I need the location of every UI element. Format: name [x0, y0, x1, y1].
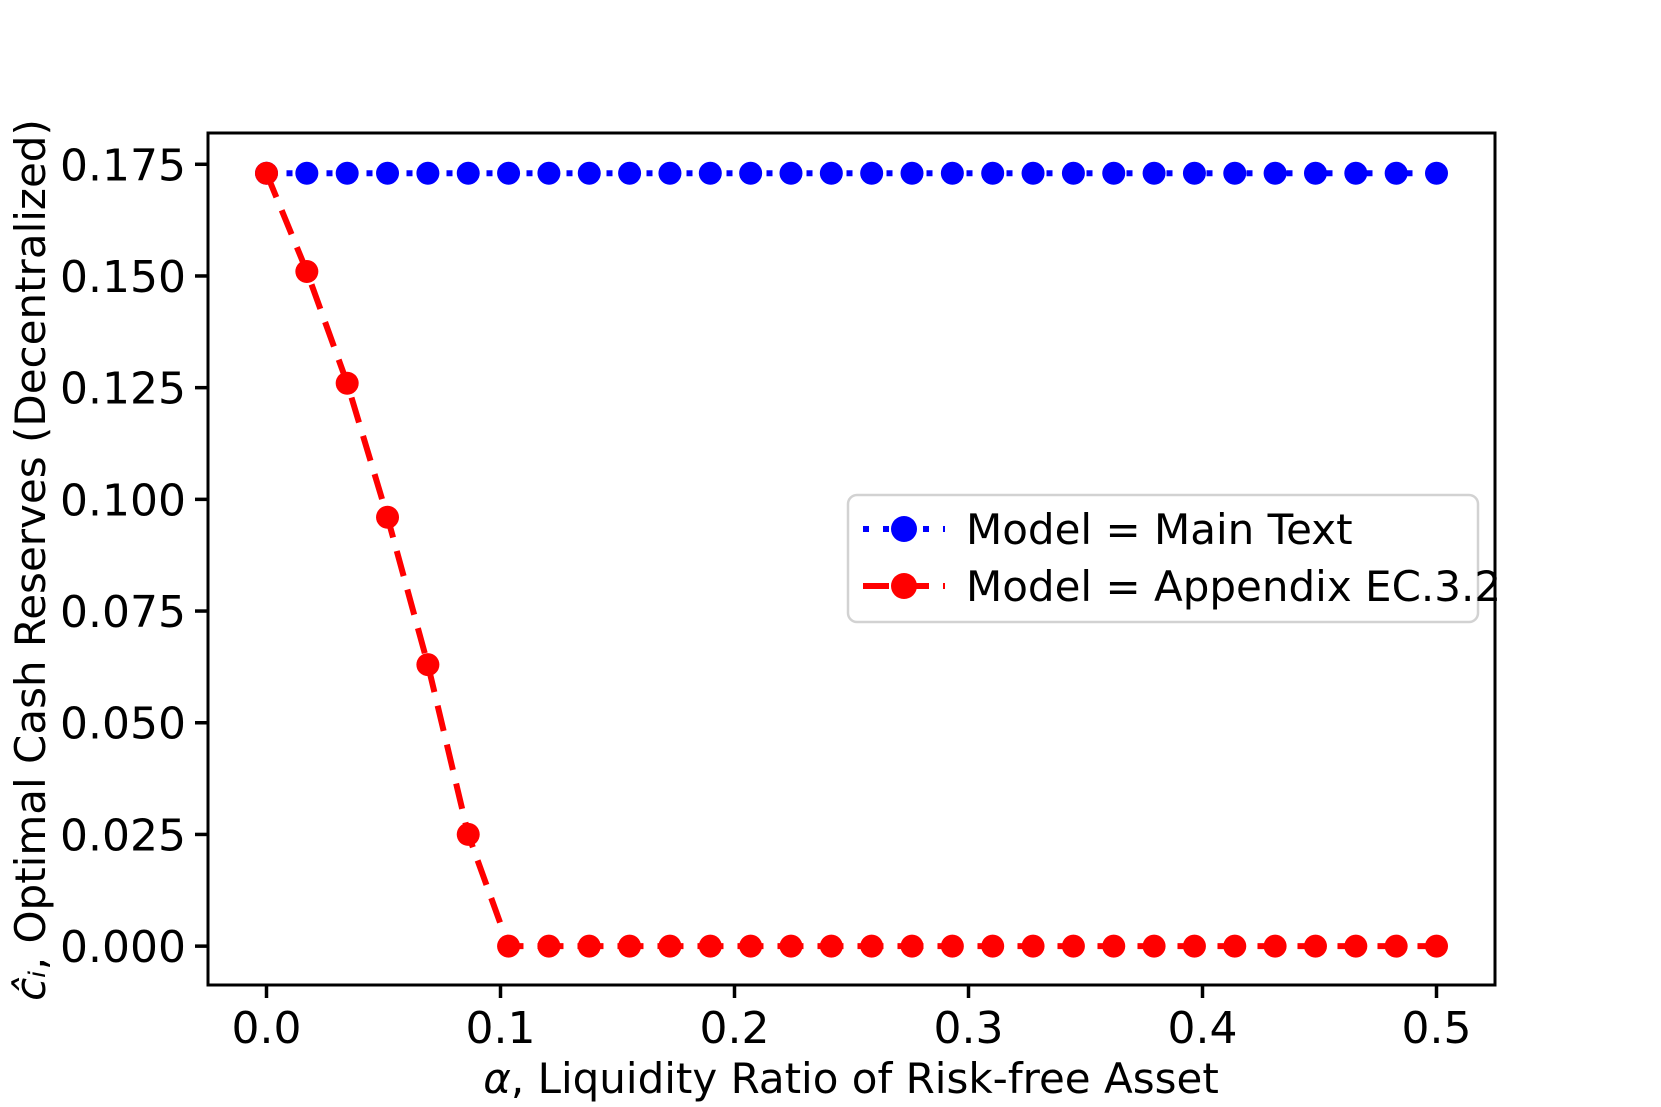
data-point-marker: [295, 161, 319, 185]
data-point-marker: [497, 161, 521, 185]
legend-entry-appendix: Model = Appendix EC.3.2: [863, 562, 1501, 611]
data-point-marker: [1303, 161, 1327, 185]
data-point-marker: [1102, 934, 1126, 958]
y-tick-label: 0.050: [60, 699, 186, 750]
data-point-marker: [1061, 934, 1085, 958]
x-axis-label: α, Liquidity Ratio of Risk-free Asset: [483, 1054, 1219, 1103]
x-tick-label: 0.2: [700, 1003, 770, 1054]
data-point-marker: [860, 161, 884, 185]
data-point-marker: [335, 161, 359, 185]
legend-marker-circle-red: [891, 573, 917, 599]
data-point-marker: [940, 161, 964, 185]
data-point-marker: [940, 934, 964, 958]
data-point-marker: [1425, 934, 1448, 958]
plot-frame: [206, 131, 1497, 987]
data-point-marker: [1384, 934, 1408, 958]
x-tick-label: 0.1: [466, 1003, 536, 1054]
y-tick-label: 0.175: [60, 140, 186, 191]
y-tick-label: 0.100: [60, 475, 186, 526]
data-point-marker: [376, 161, 400, 185]
data-point-marker: [456, 822, 480, 846]
data-point-marker: [779, 161, 803, 185]
data-point-marker: [1223, 161, 1247, 185]
x-tick-label: 0.5: [1402, 1003, 1472, 1054]
x-axis-label-math: α: [483, 1054, 511, 1103]
data-point-marker: [416, 161, 440, 185]
y-axis-label-math: ĉᵢ: [6, 970, 55, 1001]
legend-box: [846, 493, 1480, 624]
data-point-marker: [1223, 934, 1247, 958]
data-point-marker: [1344, 934, 1368, 958]
data-point-marker: [1182, 161, 1206, 185]
data-point-marker: [255, 161, 278, 185]
series-layer: [255, 161, 1448, 958]
y-tick-label: 0.075: [60, 587, 186, 638]
data-point-marker: [819, 161, 843, 185]
y-tick-label: 0.150: [60, 252, 186, 303]
data-point-marker: [981, 934, 1005, 958]
x-tick-label: 0.3: [934, 1003, 1004, 1054]
data-point-marker: [537, 934, 561, 958]
data-point-marker: [1102, 161, 1126, 185]
legend-label-main-text: Model = Main Text: [966, 505, 1353, 554]
data-point-marker: [1061, 161, 1085, 185]
data-point-marker: [1384, 161, 1408, 185]
data-point-marker: [658, 934, 682, 958]
series-main-text: [255, 161, 1448, 185]
x-axis-label-text: , Liquidity Ratio of Risk-free Asset: [511, 1054, 1219, 1103]
data-point-marker: [779, 934, 803, 958]
data-point-marker: [900, 934, 924, 958]
data-point-marker: [618, 934, 642, 958]
data-point-marker: [335, 371, 359, 395]
data-point-marker: [739, 934, 763, 958]
data-point-marker: [981, 161, 1005, 185]
data-point-marker: [1344, 161, 1368, 185]
y-tick-label: 0.000: [60, 922, 186, 973]
data-point-marker: [497, 934, 521, 958]
data-point-marker: [1021, 161, 1045, 185]
y-axis-label: ĉᵢ, Optimal Cash Reserves (Decentralized…: [6, 119, 55, 1001]
data-point-marker: [1303, 934, 1327, 958]
legend: Model = Main Text Model = Appendix EC.3.…: [846, 493, 1501, 624]
data-point-marker: [739, 161, 763, 185]
y-tick-label: 0.025: [60, 810, 186, 861]
data-point-marker: [1263, 161, 1287, 185]
data-point-marker: [698, 934, 722, 958]
legend-label-appendix: Model = Appendix EC.3.2: [966, 562, 1501, 611]
data-point-marker: [698, 161, 722, 185]
data-point-marker: [1425, 161, 1448, 185]
x-tick-label: 0.0: [232, 1003, 302, 1054]
data-point-marker: [456, 161, 480, 185]
data-point-marker: [618, 161, 642, 185]
data-point-marker: [1142, 161, 1166, 185]
data-point-marker: [1142, 934, 1166, 958]
data-point-marker: [658, 161, 682, 185]
data-point-marker: [1263, 934, 1287, 958]
data-point-marker: [1182, 934, 1206, 958]
x-tick-label: 0.4: [1168, 1003, 1238, 1054]
data-point-marker: [1021, 934, 1045, 958]
data-point-marker: [577, 161, 601, 185]
legend-marker-circle-blue: [891, 516, 917, 542]
data-point-marker: [577, 934, 601, 958]
data-point-marker: [416, 653, 440, 677]
data-point-marker: [537, 161, 561, 185]
data-point-marker: [900, 161, 924, 185]
legend-entry-main-text: Model = Main Text: [863, 505, 1353, 554]
data-point-marker: [819, 934, 843, 958]
data-point-marker: [376, 505, 400, 529]
data-point-marker: [860, 934, 884, 958]
y-axis-label-text: , Optimal Cash Reserves (Decentralized): [6, 119, 55, 970]
axes-ticks: 0.0 0.1 0.2 0.3 0.4 0.5 0.000 0.025 0.050 0.075 0.…: [60, 140, 1471, 1054]
data-point-marker: [295, 260, 319, 284]
series-appendix: [255, 161, 1448, 958]
y-tick-label: 0.125: [60, 364, 186, 415]
